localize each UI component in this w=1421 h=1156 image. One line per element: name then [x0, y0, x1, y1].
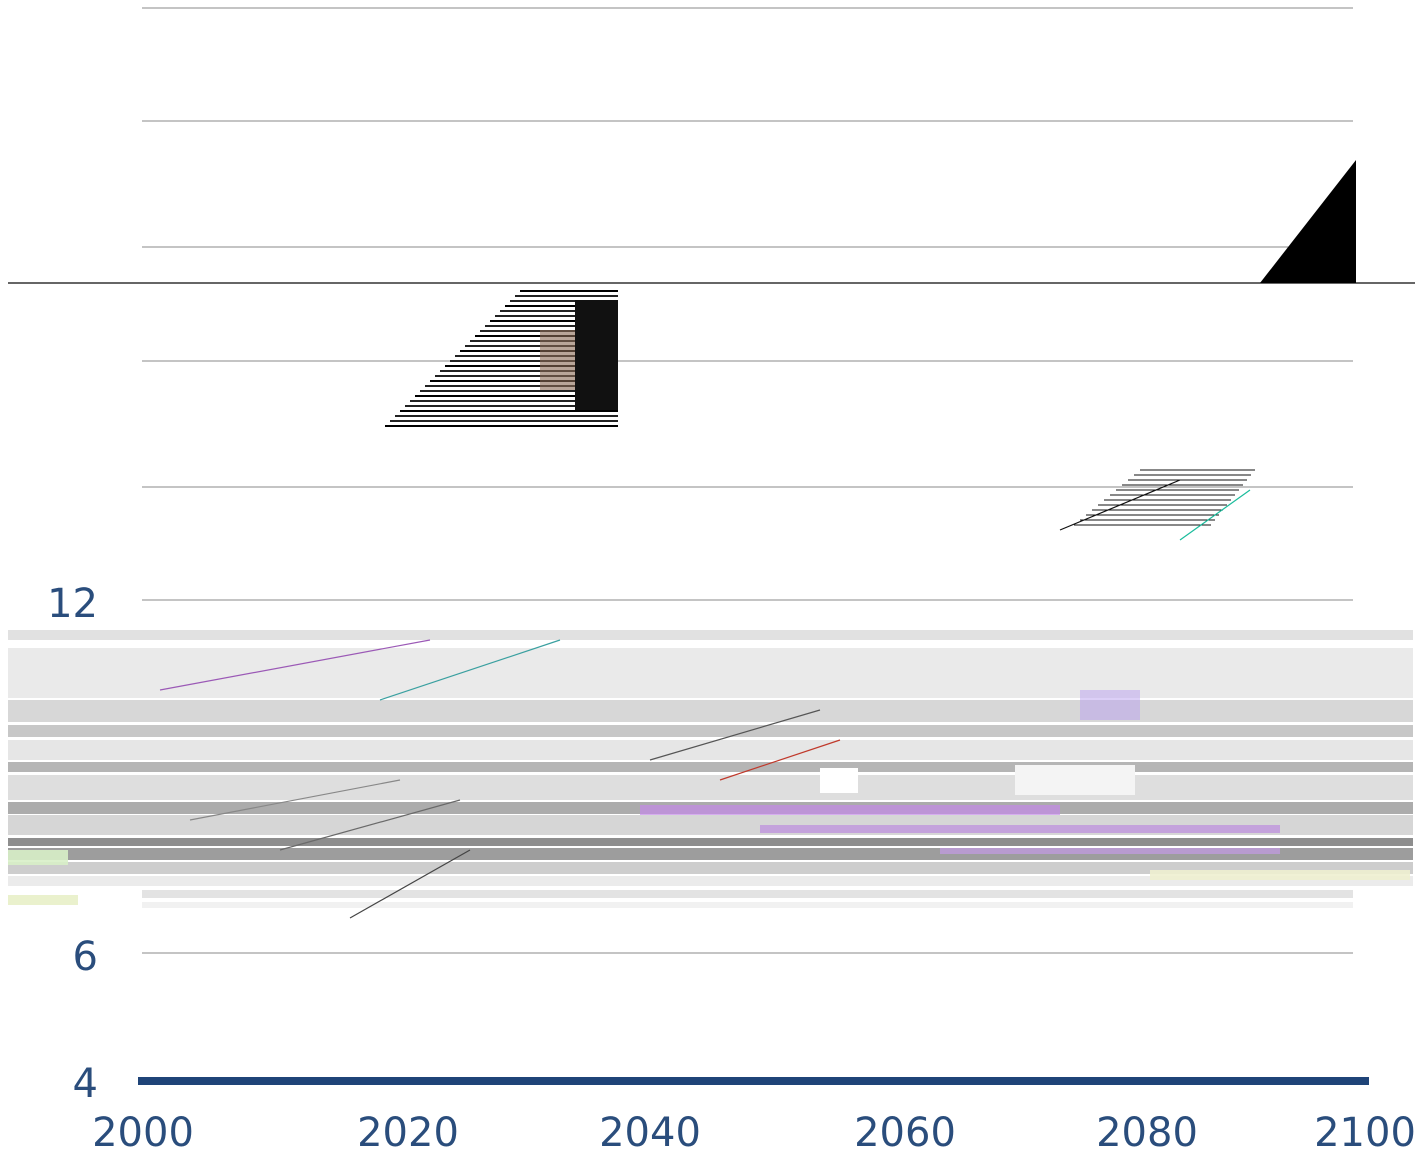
artifact-mark — [649, 709, 821, 761]
artifact-mark — [405, 405, 618, 407]
artifact-mark — [410, 400, 618, 402]
artifact-mark — [8, 876, 1413, 886]
x-tick-label: 2000 — [92, 1110, 194, 1156]
artifact-mark — [1080, 690, 1140, 720]
artifact-mark — [760, 825, 1280, 833]
artifact-mark — [640, 805, 1060, 815]
artifact-mark — [940, 848, 1280, 854]
artifact-mark — [8, 740, 1413, 760]
artifact-mark — [520, 290, 618, 292]
artifact-mark — [142, 890, 1353, 898]
artifact-mark — [515, 295, 618, 297]
artifact-mark — [279, 799, 461, 851]
x-axis-tick-labels: 2000 2020 2040 2060 2080 2100 — [92, 1110, 1416, 1156]
artifact-mark — [425, 385, 618, 387]
artifact-mark — [159, 639, 431, 691]
artifact-mark — [8, 700, 1413, 722]
artifact-mark — [142, 902, 1353, 908]
artifact-mark — [820, 768, 858, 793]
artifact-mark — [575, 300, 618, 410]
y-tick-label: 6 — [73, 934, 98, 980]
artifact-mark — [8, 838, 1413, 846]
artifact-mark — [440, 370, 618, 372]
artifact-mark — [435, 375, 618, 377]
artifact-mark — [540, 330, 575, 390]
artifact-mark — [455, 355, 618, 357]
x-tick-label: 2040 — [599, 1110, 701, 1156]
artifact-mark — [390, 420, 618, 422]
x-tick-label: 2060 — [854, 1110, 956, 1156]
y-axis-tick-labels: 4 6 12 — [47, 581, 98, 1107]
artifact-mark — [460, 350, 618, 352]
artifact-mark — [1059, 479, 1181, 531]
artifact-mark — [1179, 489, 1251, 541]
artifact-mark — [8, 762, 1413, 772]
artifact-mark — [8, 850, 68, 865]
artifact-mark — [400, 410, 618, 412]
artifact-mark — [420, 390, 618, 392]
artifact-mark — [1260, 160, 1356, 283]
artifact-mark — [8, 775, 1413, 800]
x-tick-label: 2020 — [357, 1110, 459, 1156]
gridlines — [142, 7, 1353, 954]
artifact-mark — [505, 305, 618, 307]
artifact-mark — [395, 415, 618, 417]
artifact-mark — [379, 639, 561, 701]
artifact-mark — [1150, 870, 1410, 880]
artifact-mark — [485, 325, 618, 327]
rendering-artifacts — [8, 160, 1415, 919]
artifact-mark — [189, 779, 401, 821]
artifact-mark — [349, 849, 471, 919]
y-tick-label: 4 — [73, 1061, 98, 1107]
artifact-mark — [8, 895, 78, 905]
artifact-mark — [510, 300, 618, 302]
x-tick-label: 2100 — [1314, 1110, 1416, 1156]
artifact-mark — [385, 425, 618, 427]
artifact-mark — [490, 320, 618, 322]
artifact-mark — [500, 310, 618, 312]
artifact-mark — [8, 725, 1413, 737]
artifact-mark — [450, 360, 618, 362]
artifact-mark — [8, 862, 1413, 874]
y-tick-label: 12 — [47, 581, 98, 627]
artifact-mark — [430, 380, 618, 382]
artifact-mark — [445, 365, 618, 367]
x-tick-label: 2080 — [1096, 1110, 1198, 1156]
artifact-mark — [415, 395, 618, 397]
artifact-mark — [495, 315, 618, 317]
artifact-mark — [8, 630, 1413, 640]
artifact-mark — [719, 739, 841, 781]
artifact-mark — [1015, 765, 1135, 795]
artifact-mark — [8, 648, 1413, 698]
